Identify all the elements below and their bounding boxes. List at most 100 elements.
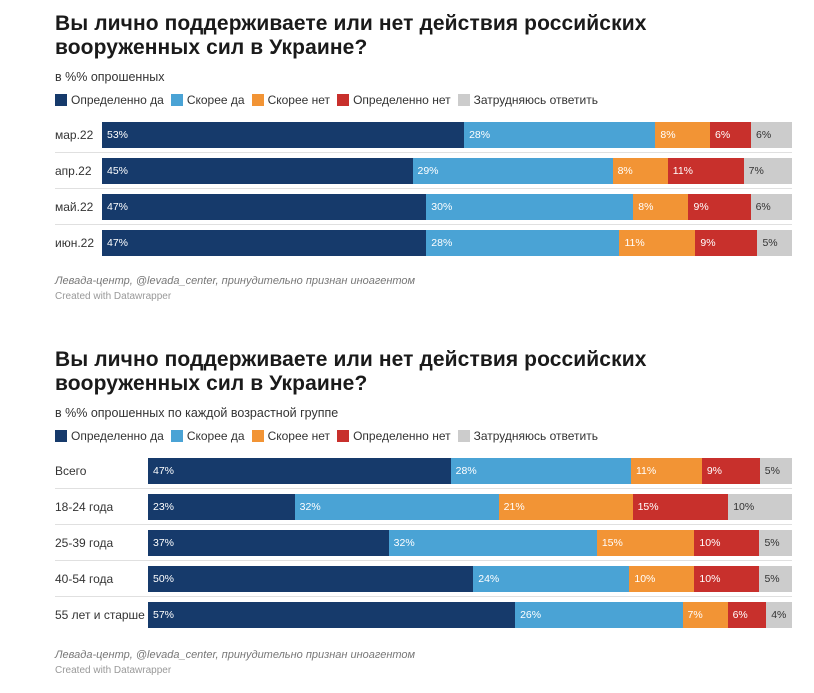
seg-definitely-yes: 45% xyxy=(102,158,413,184)
value-label: 4% xyxy=(771,609,787,621)
legend-label: Скорее нет xyxy=(267,93,331,107)
seg-hard-to-say: 5% xyxy=(759,530,792,556)
seg-definitely-no: 6% xyxy=(710,122,751,148)
legend-label: Определенно да xyxy=(71,93,164,107)
legend-swatch xyxy=(337,430,350,442)
chart-subtitle: в %% опрошенных по каждой возрастной гру… xyxy=(55,406,339,420)
source-note: Левада-центр, @levada_center, принудител… xyxy=(55,275,416,287)
value-label: 30% xyxy=(431,201,453,213)
legend-label: Определенно нет xyxy=(353,429,451,443)
category-label: мар.22 xyxy=(55,127,94,142)
seg-hard-to-say: 10% xyxy=(728,494,792,520)
legend-label: Скорее да xyxy=(186,429,245,443)
legend-item-hard-to-say: Затрудняюсь ответить xyxy=(457,93,598,107)
seg-definitely-no: 10% xyxy=(694,566,760,592)
seg-rather-no: 21% xyxy=(498,494,633,520)
legend-swatch xyxy=(251,94,264,106)
legend-item-hard-to-say: Затрудняюсь ответить xyxy=(457,429,598,443)
chart-legend: Определенно да Скорее да Скорее нет Опре… xyxy=(55,93,792,107)
category-label: май.22 xyxy=(55,199,94,214)
chart-age-groups: Вы лично поддерживаете или нет действия … xyxy=(55,348,792,676)
value-label: 32% xyxy=(393,537,415,549)
chart-title: Вы лично поддерживаете или нет действия … xyxy=(55,12,647,59)
bar-row: Всего 47% 28% 11% 9% 5% xyxy=(55,453,792,489)
value-label: 9% xyxy=(693,201,709,213)
seg-rather-yes: 24% xyxy=(473,566,630,592)
legend-item-rather-yes: Скорее да xyxy=(170,93,245,107)
value-label: 45% xyxy=(107,165,129,177)
credit-note: Created with Datawrapper xyxy=(55,665,172,676)
bar-row: июн.22 47% 28% 11% 9% 5% xyxy=(55,225,792,261)
seg-definitely-yes: 53% xyxy=(102,122,465,148)
seg-definitely-no: 9% xyxy=(688,194,751,220)
seg-rather-yes: 32% xyxy=(294,494,499,520)
bar-row: 25-39 года 37% 32% 15% 10% 5% xyxy=(55,525,792,561)
legend-swatch xyxy=(337,94,350,106)
seg-rather-no: 15% xyxy=(596,530,695,556)
value-label: 8% xyxy=(638,201,654,213)
legend-swatch xyxy=(170,94,183,106)
seg-rather-yes: 28% xyxy=(464,122,656,148)
legend-swatch xyxy=(457,430,470,442)
seg-definitely-no: 10% xyxy=(694,530,760,556)
legend-item-definitely-no: Определенно нет xyxy=(337,93,451,107)
seg-rather-yes: 26% xyxy=(515,602,683,628)
value-label: 5% xyxy=(762,237,778,249)
legend-swatch xyxy=(55,430,67,442)
seg-definitely-yes: 50% xyxy=(148,566,474,592)
value-label: 21% xyxy=(503,501,525,513)
seg-definitely-yes: 47% xyxy=(148,458,451,484)
legend-item-definitely-yes: Определенно да xyxy=(55,93,164,107)
value-label: 5% xyxy=(764,537,780,549)
seg-definitely-no: 9% xyxy=(695,230,758,256)
seg-hard-to-say: 5% xyxy=(759,458,792,484)
credit-note: Created with Datawrapper xyxy=(55,291,172,302)
stacked-bar: 47% 28% 11% 9% 5% xyxy=(102,230,792,256)
value-label: 11% xyxy=(672,165,694,177)
value-label: 7% xyxy=(687,609,703,621)
legend-item-rather-yes: Скорее да xyxy=(170,429,245,443)
seg-hard-to-say: 5% xyxy=(759,566,792,592)
value-label: 6% xyxy=(755,201,771,213)
seg-hard-to-say: 6% xyxy=(750,194,792,220)
category-label: 18-24 года xyxy=(55,499,114,514)
seg-definitely-yes: 47% xyxy=(102,194,427,220)
stacked-bar: 47% 28% 11% 9% 5% xyxy=(148,458,792,484)
stacked-bar: 47% 30% 8% 9% 6% xyxy=(102,194,792,220)
seg-rather-no: 8% xyxy=(612,158,668,184)
value-label: 10% xyxy=(634,573,656,585)
seg-rather-yes: 30% xyxy=(426,194,634,220)
value-label: 10% xyxy=(699,537,721,549)
value-label: 57% xyxy=(153,609,175,621)
stacked-bar: 37% 32% 15% 10% 5% xyxy=(148,530,792,556)
bar-row: апр.22 45% 29% 8% 11% 7% xyxy=(55,153,792,189)
value-label: 6% xyxy=(732,609,748,621)
seg-rather-yes: 28% xyxy=(450,458,631,484)
value-label: 26% xyxy=(520,609,542,621)
chart-title: Вы лично поддерживаете или нет действия … xyxy=(55,348,647,395)
bar-row: май.22 47% 30% 8% 9% 6% xyxy=(55,189,792,225)
seg-hard-to-say: 7% xyxy=(743,158,792,184)
seg-rather-no: 8% xyxy=(655,122,710,148)
value-label: 24% xyxy=(478,573,500,585)
seg-hard-to-say: 5% xyxy=(757,230,792,256)
value-label: 15% xyxy=(601,537,623,549)
value-label: 11% xyxy=(624,237,645,249)
seg-definitely-no: 6% xyxy=(727,602,767,628)
seg-definitely-no: 9% xyxy=(701,458,760,484)
value-label: 23% xyxy=(153,501,175,513)
value-label: 28% xyxy=(469,129,491,141)
value-label: 47% xyxy=(153,465,175,477)
seg-rather-no: 10% xyxy=(629,566,695,592)
stacked-bar: 50% 24% 10% 10% 5% xyxy=(148,566,792,592)
category-label: Всего xyxy=(55,463,87,478)
legend-swatch xyxy=(457,94,470,106)
legend-label: Затрудняюсь ответить xyxy=(473,93,598,107)
category-label: апр.22 xyxy=(55,163,92,178)
value-label: 9% xyxy=(700,237,716,249)
legend-item-rather-no: Скорее нет xyxy=(251,93,331,107)
value-label: 8% xyxy=(660,129,676,141)
seg-rather-no: 7% xyxy=(682,602,728,628)
chart-rows: Всего 47% 28% 11% 9% 5% 18-24 года 23% 32% 21% 15%… xyxy=(55,453,792,633)
chart-monthly: Вы лично поддерживаете или нет действия … xyxy=(55,12,792,302)
